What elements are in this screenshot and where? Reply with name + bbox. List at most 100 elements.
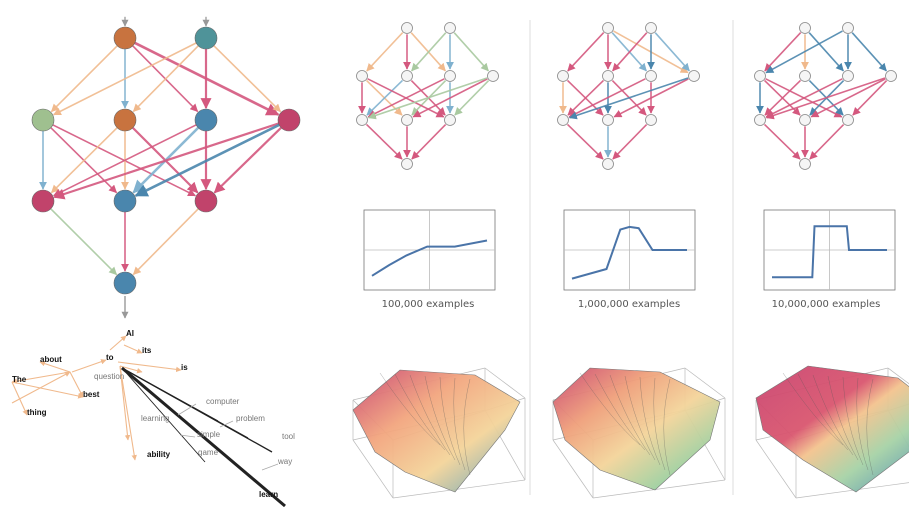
edge-arrow (453, 32, 489, 72)
edge-arrow (613, 78, 689, 118)
edge-arrow (567, 79, 605, 116)
word-edge (11, 381, 84, 399)
surface-contour (639, 376, 661, 466)
surface-contour (663, 378, 671, 476)
word-label: is (181, 363, 188, 372)
word-edge (123, 344, 143, 354)
small-network (754, 22, 897, 170)
word-edge (177, 403, 197, 416)
small-network (557, 22, 700, 170)
word-edge-strong (121, 367, 219, 422)
word-edge (117, 361, 182, 373)
edge-arrow (411, 123, 447, 160)
word-label: computer (206, 397, 240, 406)
network-node (194, 189, 218, 213)
edge-arrow (411, 32, 447, 72)
surface-box-edge (755, 439, 797, 499)
edge-arrow (612, 123, 648, 160)
network-node (277, 108, 301, 132)
edge-arrow (764, 79, 802, 116)
network-node (799, 114, 811, 126)
word-graph-diagram: AI its is about to question The best thing comput… (11, 329, 295, 507)
surface-contour (409, 374, 451, 456)
network-node (444, 70, 456, 82)
surface-contour (856, 377, 869, 471)
word-label: to (106, 353, 114, 362)
surface (352, 369, 521, 493)
function-plots (363, 209, 896, 291)
surface-box-edge (392, 479, 526, 499)
network-node (356, 70, 368, 82)
surface-box-edge (352, 439, 394, 499)
network-node (113, 271, 137, 295)
word-label: problem (236, 414, 265, 423)
edge-arrow (566, 123, 604, 160)
edge-arrow (852, 79, 888, 116)
word-label: about (40, 355, 62, 364)
network-node (842, 22, 854, 34)
surface-contour (594, 373, 646, 451)
edge-arrow (764, 32, 802, 72)
word-edge (109, 335, 127, 351)
edge-arrow (53, 42, 197, 116)
surface-contour (653, 377, 666, 471)
word-label: simple (197, 430, 221, 439)
surface (755, 365, 909, 493)
word-edge (11, 371, 71, 404)
surface-box-edge (887, 367, 909, 385)
word-label: question (94, 372, 124, 381)
edge-arrow (765, 77, 886, 120)
surface-plot (755, 365, 909, 499)
word-label: learning (141, 414, 169, 423)
surface (552, 367, 721, 491)
word-label: game (198, 448, 219, 457)
edge-arrow (53, 124, 197, 197)
edge-arrow (132, 208, 199, 276)
word-label: thing (27, 408, 47, 417)
edge-arrow (53, 122, 280, 200)
edge-arrow (654, 32, 690, 72)
network-node (113, 108, 137, 132)
word-edge (11, 371, 71, 384)
network-node (842, 70, 854, 82)
word-edge (119, 365, 137, 461)
word-label: best (83, 390, 100, 399)
panel-caption: 100,000 examples (382, 299, 475, 310)
edge-arrow (612, 32, 648, 72)
network-node (645, 70, 657, 82)
surface-contour (453, 377, 466, 471)
word-label: way (277, 457, 292, 466)
edge-arrow (213, 45, 282, 113)
surface-contour (394, 373, 446, 451)
network-node (194, 108, 218, 132)
network-node (754, 114, 766, 126)
edge-arrow (367, 77, 488, 120)
edge-arrow (50, 208, 118, 276)
edge-arrow (366, 79, 404, 116)
edge-arrow (763, 123, 801, 160)
edge-arrow (50, 45, 118, 113)
network-node (602, 22, 614, 34)
edge-arrow (366, 32, 404, 72)
panel-caption: 1,000,000 examples (578, 299, 680, 310)
network-node (31, 108, 55, 132)
word-label: tool (282, 432, 295, 441)
network-node (842, 114, 854, 126)
edge-arrow (568, 77, 689, 120)
network-node (557, 70, 569, 82)
surface-contour (424, 375, 456, 461)
word-label: ability (147, 450, 171, 459)
network-node (401, 70, 413, 82)
surface-contour (379, 372, 441, 446)
edge-arrow (50, 127, 118, 194)
surface-contour (866, 378, 874, 476)
word-edge (179, 434, 196, 438)
edge-arrow (765, 78, 843, 118)
plot-line (571, 225, 687, 280)
surface-contour (439, 376, 461, 466)
word-label: The (12, 375, 27, 384)
edge-arrow (367, 78, 445, 118)
network-node (885, 70, 897, 82)
edge-arrow (132, 45, 199, 113)
